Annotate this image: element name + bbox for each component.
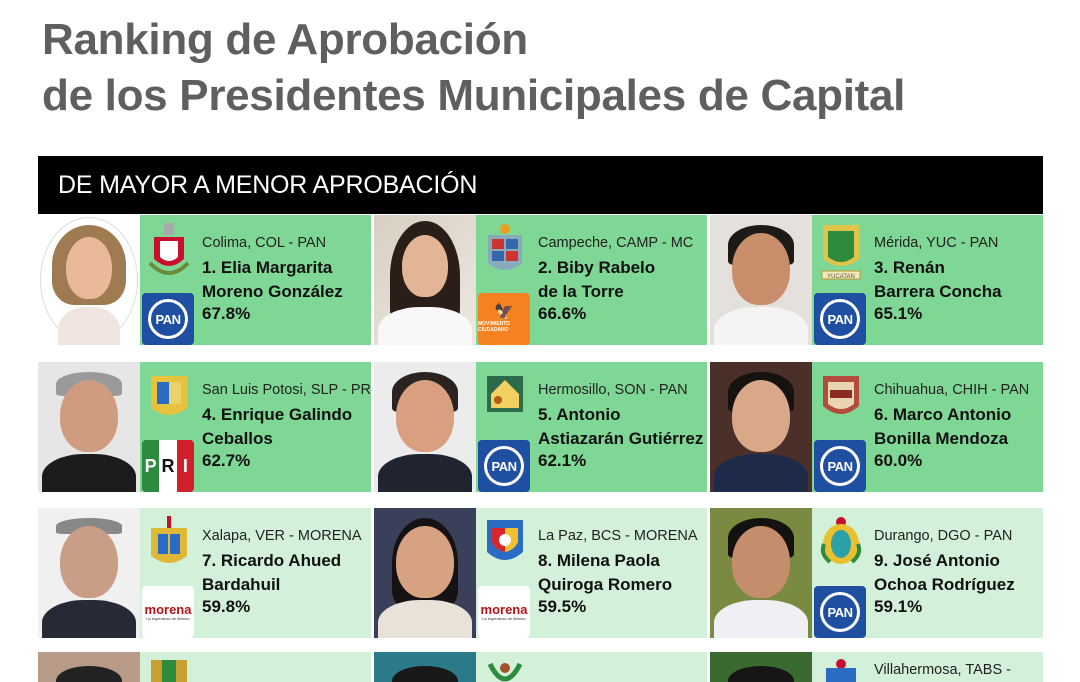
ranking-card <box>38 652 371 682</box>
approval-value: 59.8% <box>202 597 251 616</box>
page-title: Ranking de Aprobación de los Presidentes… <box>42 12 905 124</box>
mayor-photo <box>374 652 476 682</box>
ranking-card: Villahermosa, TABS - <box>710 652 1043 682</box>
banner-label: DE MAYOR A MENOR APROBACIÓN <box>58 171 478 199</box>
mayor-name: 6. Marco Antonio Bonilla Mendoza <box>874 405 1012 448</box>
ranking-card: morena La esperanza de México Xalapa, VER… <box>38 508 371 638</box>
movimiento-ciudadano-logo-icon: 🦅 MOVIMIENTO CIUDADANO <box>478 293 530 345</box>
title-line-2: de los Presidentes Municipales de Capita… <box>42 71 906 120</box>
pri-logo-icon: P R I <box>142 440 194 492</box>
mayor-photo <box>374 215 476 345</box>
pan-logo-icon: PAN <box>142 293 194 345</box>
mayor-city: Xalapa, VER - MORENA <box>202 528 362 544</box>
ranking-card: PAN Colima, COL - PAN 1. Elia Margarita M… <box>38 215 371 345</box>
svg-text:YUCATAN: YUCATAN <box>827 274 855 280</box>
pan-logo-icon: PAN <box>814 586 866 638</box>
approval-value: 65.1% <box>874 304 923 323</box>
yucatan-crest-icon: YUCATAN <box>821 225 861 280</box>
hermosillo-crest-icon <box>487 376 523 412</box>
approval-value: 67.8% <box>202 304 251 323</box>
ranking-card: PAN Chihuahua, CHIH - PAN 6. Marco Anton… <box>710 362 1043 492</box>
pan-logo-icon: PAN <box>478 440 530 492</box>
mayor-photo <box>374 362 476 492</box>
ranking-card: 🦅 MOVIMIENTO CIUDADANO Campeche, CAMP - M… <box>374 215 707 345</box>
mayor-city: San Luis Potosi, SLP - PRI <box>202 382 371 398</box>
mayor-photo <box>38 215 140 345</box>
mayor-city: Colima, COL - PAN <box>202 235 327 251</box>
mayor-name: 4. Enrique Galindo Ceballos <box>202 405 353 448</box>
mayor-city: Villahermosa, TABS - <box>874 662 1011 678</box>
mayor-photo <box>710 362 812 492</box>
colima-crest-icon <box>148 223 190 275</box>
approval-value: 62.7% <box>202 451 251 470</box>
mayor-city: Mérida, YUC - PAN <box>874 235 999 251</box>
morena-logo-icon: morena La esperanza de México <box>478 586 530 638</box>
mayor-name: 7. Ricardo Ahued Bardahuil <box>202 551 342 594</box>
city-crest-icon <box>151 660 187 682</box>
mayor-photo <box>38 508 140 638</box>
approval-value: 66.6% <box>538 304 587 323</box>
mayor-photo <box>710 215 812 345</box>
mayor-name: 5. Antonio Astiazarán Gutiérrez <box>538 405 704 448</box>
ranking-card: morena La esperanza de México La Paz, BCS… <box>374 508 707 638</box>
mayor-city: Durango, DGO - PAN <box>874 528 1013 544</box>
section-banner: DE MAYOR A MENOR APROBACIÓN <box>38 156 1043 214</box>
pan-logo-icon: PAN <box>814 293 866 345</box>
approval-value: 62.1% <box>538 451 587 470</box>
veracruz-crest-icon <box>151 516 187 563</box>
ranking-card <box>374 652 707 682</box>
bcs-crest-icon <box>487 520 523 560</box>
mayor-photo <box>710 652 812 682</box>
mayor-name: 9. José Antonio Ochoa Rodríguez <box>874 551 1015 594</box>
ranking-card: PAN Durango, DGO - PAN 9. José Antonio Oc… <box>710 508 1043 638</box>
mayor-photo <box>38 362 140 492</box>
ranking-card: PAN Hermosillo, SON - PAN 5. Antonio Asti… <box>374 362 707 492</box>
mayor-photo <box>710 508 812 638</box>
approval-value: 60.0% <box>874 451 923 470</box>
pan-logo-icon: PAN <box>814 440 866 492</box>
approval-value: 59.5% <box>538 597 587 616</box>
mayor-name: 1. Elia Margarita Moreno González <box>202 258 343 301</box>
mayor-photo <box>38 652 140 682</box>
ranking-card: YUCATAN PAN Mérida, YUC - PAN 3. Renán Ba… <box>710 215 1043 345</box>
approval-value: 59.1% <box>874 597 923 616</box>
ranking-card: P R I San Luis Potosi, SLP - PRI 4. Enri… <box>38 362 371 492</box>
tabasco-crest-icon <box>826 659 856 682</box>
city-crest-icon <box>487 662 523 682</box>
mayor-name: 2. Biby Rabelo de la Torre <box>538 258 656 301</box>
campeche-crest-icon <box>488 224 522 270</box>
chihuahua-crest-icon <box>823 376 859 414</box>
morena-logo-icon: morena La esperanza de México <box>142 586 194 638</box>
mayor-city: Hermosillo, SON - PAN <box>538 382 688 398</box>
mayor-city: Campeche, CAMP - MC <box>538 235 694 251</box>
mayor-city: La Paz, BCS - MORENA <box>538 528 698 544</box>
mayor-photo <box>374 508 476 638</box>
mayor-name: 8. Milena Paola Quiroga Romero <box>538 551 673 594</box>
mayor-name: 3. Renán Barrera Concha <box>874 258 1002 301</box>
durango-crest-icon <box>820 517 862 564</box>
mayor-city: Chihuahua, CHIH - PAN <box>874 382 1030 398</box>
title-line-1: Ranking de Aprobación <box>42 15 528 64</box>
slp-crest-icon <box>151 376 187 415</box>
